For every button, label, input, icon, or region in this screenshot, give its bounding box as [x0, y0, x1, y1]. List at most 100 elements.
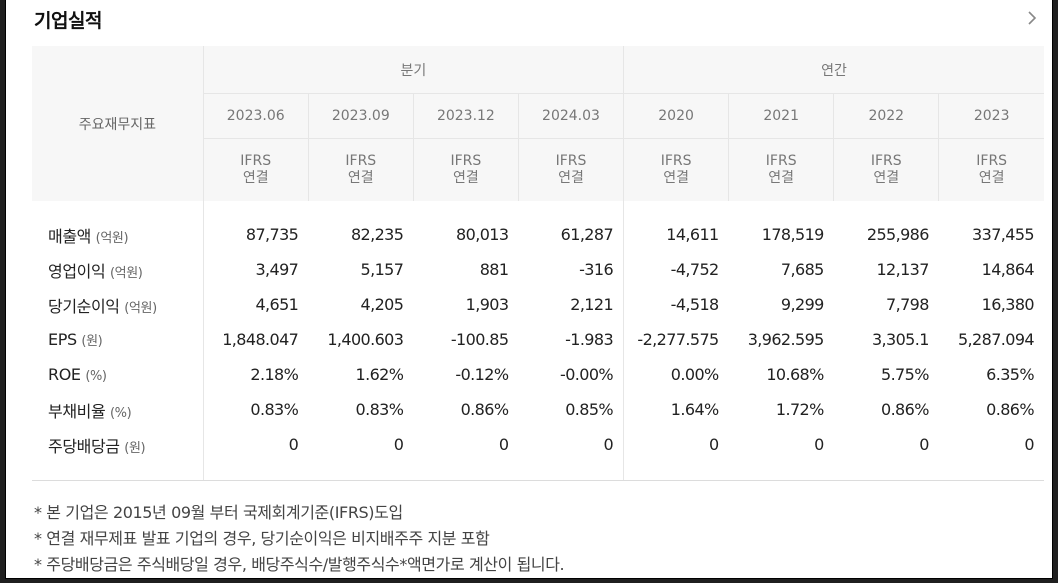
standard-ifrs: IFRS [765, 153, 797, 169]
metric-name: 당기순이익 [48, 296, 120, 316]
table-cell: 80,013 [456, 225, 509, 244]
group-annual-header: 연간 [623, 46, 1044, 94]
standard-ifrs: IFRS [240, 153, 272, 169]
accounting-standard-header: IFRS 연결 [203, 138, 309, 201]
table-body: 매출액 (억원) 87,735 82,235 80,013 61,287 14,611 17… [32, 201, 1044, 481]
table-cell: 7,685 [780, 260, 824, 279]
metric-name: 주당배당금 [48, 436, 120, 456]
standard-consolidated: 연결 [347, 170, 374, 186]
standard-ifrs: IFRS [976, 153, 1008, 169]
table-cell: 0.83% [355, 400, 404, 419]
table-cell: 1.72% [775, 400, 824, 419]
metric-unit: (%) [85, 369, 107, 384]
table-cell: 0 [1024, 435, 1034, 454]
metric-name: 매출액 [48, 226, 91, 246]
table-cell: 14,611 [623, 217, 729, 252]
spacer-row [32, 201, 1044, 217]
table-cell: 0 [623, 427, 729, 462]
table-cell: 1,903 [465, 295, 509, 314]
standard-consolidated: 연결 [453, 170, 479, 186]
table-cell: 5,157 [360, 260, 404, 279]
metric-name: EPS [48, 330, 77, 349]
period-header: 2023.06 [203, 93, 309, 139]
row-label: 영업이익 (억원) [32, 252, 204, 287]
table-cell: 3,962.595 [747, 330, 825, 349]
period-header: 2020 [623, 93, 729, 139]
table-cell: 5.75% [880, 365, 929, 384]
standard-ifrs: IFRS [660, 153, 692, 169]
row-label: 매출액 (억원) [32, 217, 204, 252]
row-label: 당기순이익 (억원) [32, 287, 204, 322]
period-header: 2023.09 [307, 93, 414, 139]
table-cell: 178,519 [761, 225, 825, 244]
header-period-row: 2023.06 2023.09 2023.12 2024.03 2020 202… [32, 93, 1044, 139]
accounting-standard-header: IFRS 연결 [412, 138, 519, 201]
table-cell: 0.86% [880, 400, 929, 419]
table-cell: 0 [393, 435, 404, 454]
table-cell: 255,986 [866, 225, 930, 244]
table-row: EPS (원) 1,848.047 1,400.603 -100.85 -1.983 -2… [32, 322, 1044, 357]
chevron-right-icon[interactable] [1022, 8, 1042, 28]
table-cell: 0 [603, 435, 614, 454]
accounting-standard-header: IFRS 연결 [728, 138, 834, 201]
table-cell: -0.12% [455, 365, 509, 384]
standard-consolidated: 연결 [768, 170, 795, 186]
table-cell: 3,305.1 [871, 330, 929, 349]
table-cell: 0.00% [623, 357, 729, 392]
section-title: 기업실적 [34, 10, 102, 32]
footnote: * 주당배당금은 주식배당일 경우, 배당주식수/발행주식수*액면가로 계산이 … [34, 555, 565, 574]
row-label: 주당배당금 (원) [32, 427, 204, 462]
row-label: 부채비율 (%) [32, 392, 204, 427]
table-cell: 2.18% [250, 365, 299, 384]
group-quarter-header: 분기 [203, 46, 624, 94]
standard-consolidated: 연결 [873, 170, 900, 186]
period-header: 2023.12 [412, 93, 519, 139]
table-cell: 337,455 [972, 225, 1035, 244]
period-header: 2023 [938, 93, 1044, 139]
table-row: 당기순이익 (억원) 4,651 4,205 1,903 2,121 -4,518 9,29… [32, 287, 1044, 322]
header-standard-row: IFRS 연결 IFRS 연결 IFRS 연결 IFRS 연결 IFRS 연결 IFRS 연결 IFRS… [32, 138, 1044, 201]
table-cell: 1,400.603 [327, 330, 404, 349]
corner-label: 주요재무지표 [32, 46, 204, 201]
table-cell: 5,287.094 [957, 330, 1035, 349]
period-header: 2021 [728, 93, 834, 139]
financial-table: 주요재무지표 분기 연간 2023.06 2023.09 2023.12 202… [32, 46, 1044, 481]
table-cell: 3,497 [255, 260, 299, 279]
metric-unit: (억원) [109, 265, 143, 281]
row-label: EPS (원) [32, 322, 204, 357]
row-label: ROE (%) [32, 357, 204, 392]
period-header: 2024.03 [517, 93, 624, 139]
table-cell: 0 [498, 435, 509, 454]
footnote: * 연결 재무제표 발표 기업의 경우, 당기순이익은 비지배주주 지분 포함 [34, 529, 490, 548]
metric-name: 부채비율 [48, 401, 106, 421]
metric-unit: (억원) [124, 300, 157, 316]
table-cell: -0.00% [560, 365, 614, 384]
table-cell: -1.983 [565, 330, 614, 349]
table-row: 부채비율 (%) 0.83% 0.83% 0.86% 0.85% 1.64% 1.72% 0.… [32, 392, 1044, 427]
table-cell: 0.86% [460, 400, 509, 419]
metric-name: ROE [48, 365, 81, 384]
spacer-row [32, 462, 1044, 481]
accounting-standard-header: IFRS 연결 [517, 138, 624, 201]
table-cell: 2,121 [570, 295, 614, 314]
metric-unit: (원) [124, 440, 146, 456]
table-cell: 12,137 [876, 260, 929, 279]
table-cell: 0 [288, 435, 299, 454]
table-cell: 82,235 [350, 225, 404, 244]
table-row: 매출액 (억원) 87,735 82,235 80,013 61,287 14,611 17… [32, 217, 1044, 252]
table-cell: 0.85% [565, 400, 614, 419]
table-cell: 61,287 [560, 225, 614, 244]
table-cell: 1.62% [355, 365, 404, 384]
table-cell: -2,277.575 [623, 322, 729, 357]
table-cell: 6.35% [986, 365, 1034, 384]
table-cell: 1.64% [623, 392, 729, 427]
table-cell: 9,299 [780, 295, 824, 314]
table-cell: -4,518 [623, 287, 729, 322]
table-cell: 4,205 [360, 295, 404, 314]
table-cell: 0.86% [986, 400, 1034, 419]
accounting-standard-header: IFRS 연결 [307, 138, 414, 201]
standard-ifrs: IFRS [870, 153, 902, 169]
accounting-standard-header: IFRS 연결 [833, 138, 939, 201]
standard-consolidated: 연결 [242, 170, 269, 186]
standard-consolidated: 연결 [663, 170, 689, 186]
